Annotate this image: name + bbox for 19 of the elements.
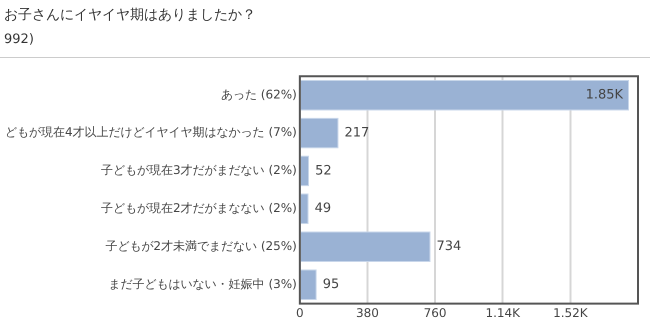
x-tick-label: 760 xyxy=(424,306,447,320)
y-tick-label: 子どもが現在3才だがまだない (2%) xyxy=(100,163,297,178)
data-label: 217 xyxy=(344,125,370,140)
y-tick-label: 子どもが現在2才だがまなない (2%) xyxy=(100,200,297,215)
data-label: 1.85K xyxy=(586,88,624,103)
text: お子さんにイヤイヤ期はありましたか？ xyxy=(4,6,256,24)
x-tick-label: 1.14K xyxy=(485,306,522,320)
y-tick-label: どもが現在4才以上だけどイヤイヤ期はなかった (7%) xyxy=(4,125,297,140)
x-tick-label: 380 xyxy=(356,306,379,320)
y-tick-label: 子どもが2才未満でまだない (25%) xyxy=(105,238,297,253)
data-label: 49 xyxy=(314,201,332,216)
x-tick-label: 1.52K xyxy=(553,306,589,320)
x-tick-label: 0 xyxy=(296,306,304,320)
y-tick-label: まだ子どもはいない・妊娠中 (3%) xyxy=(108,276,297,291)
data-label: 52 xyxy=(315,163,332,178)
data-label: 95 xyxy=(322,277,340,292)
y-tick-label: あった (62%) xyxy=(220,87,297,102)
text: 992) xyxy=(4,32,34,47)
data-label: 734 xyxy=(436,239,462,254)
